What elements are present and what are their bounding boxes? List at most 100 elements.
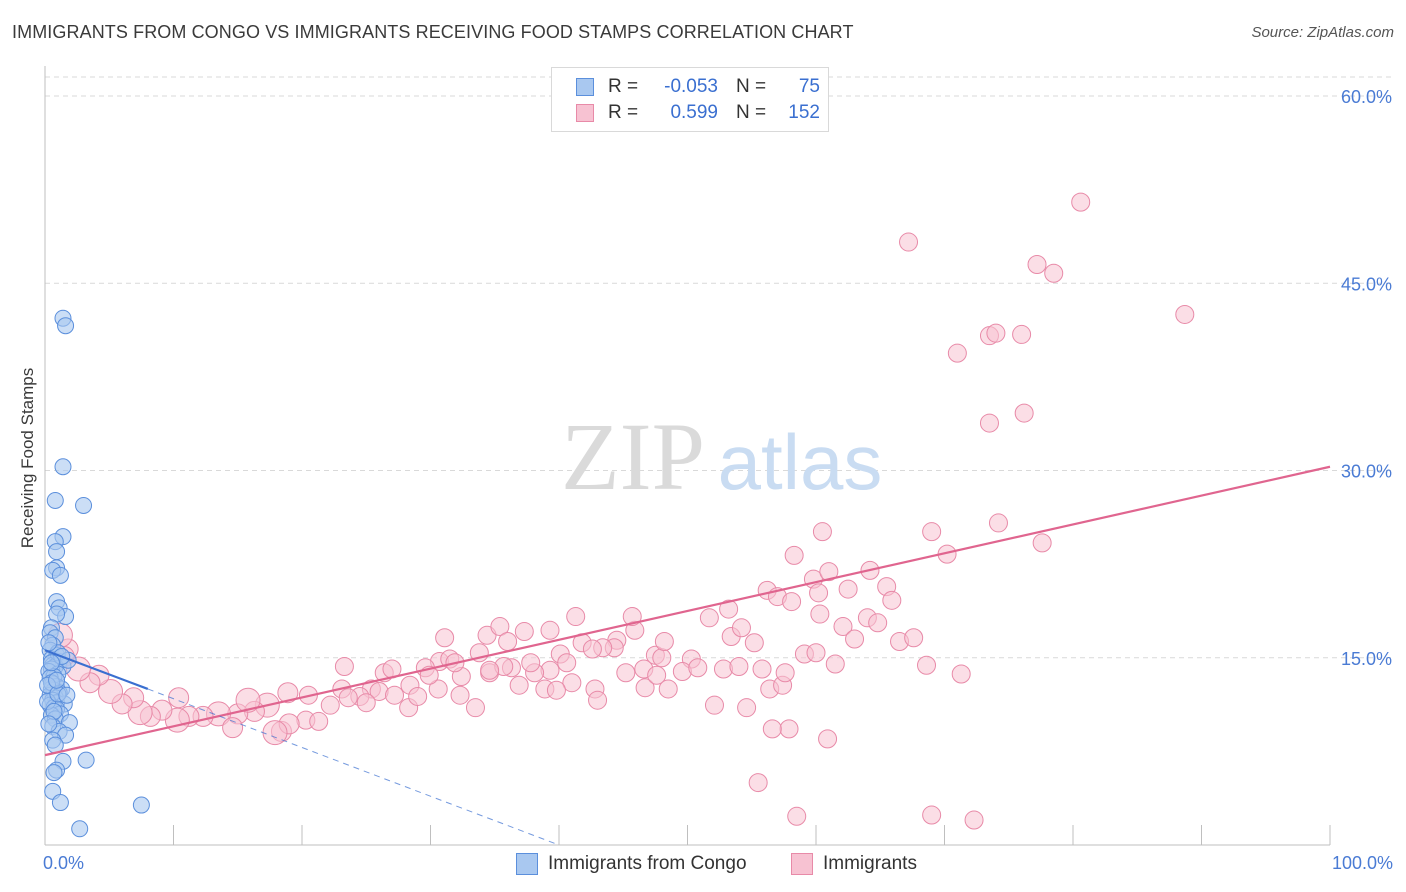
immigrants-point xyxy=(719,599,739,619)
bottom-legend-congo: Immigrants from Congo xyxy=(516,852,747,876)
source-credit: Source: ZipAtlas.com xyxy=(1251,24,1394,41)
watermark: ZIP atlas xyxy=(561,403,882,510)
bottom-legend-immigrants-label: Immigrants xyxy=(823,853,917,874)
congo-point xyxy=(77,751,95,769)
immigrants-point xyxy=(787,806,807,826)
immigrants-point xyxy=(882,590,902,610)
immigrants-point xyxy=(762,719,782,739)
x-tick-label-max: 100.0% xyxy=(1332,853,1393,873)
immigrants-point xyxy=(964,810,984,830)
immigrants-point xyxy=(812,522,832,542)
immigrants-point xyxy=(521,653,541,673)
immigrants-point xyxy=(428,679,448,699)
immigrants-point xyxy=(334,656,354,676)
immigrants-point xyxy=(235,687,261,713)
congo-point xyxy=(132,796,150,814)
immigrants-point xyxy=(1014,403,1034,423)
immigrants-point xyxy=(744,633,764,653)
congo-trend-line xyxy=(44,649,149,690)
immigrants-point xyxy=(810,604,830,624)
immigrants-point xyxy=(566,607,586,627)
immigrants-point xyxy=(688,658,708,678)
immigrants-point xyxy=(922,805,942,825)
legend-r-value: 0.599 xyxy=(670,102,718,123)
immigrants-point xyxy=(320,695,340,715)
immigrants-point xyxy=(385,685,405,705)
immigrants-point xyxy=(904,628,924,648)
immigrants-point xyxy=(1044,263,1064,283)
x-tick-label-min: 0.0% xyxy=(43,853,84,873)
immigrants-point xyxy=(779,719,799,739)
immigrants-point xyxy=(546,680,566,700)
bottom-swatch-congo xyxy=(516,853,538,875)
legend-r-value: -0.053 xyxy=(664,76,718,97)
immigrants-trend-line xyxy=(44,465,1331,757)
immigrants-point xyxy=(1027,255,1047,275)
immigrants-point xyxy=(338,688,358,708)
congo-points xyxy=(39,309,150,838)
immigrants-point xyxy=(951,664,971,684)
immigrants-point xyxy=(1175,304,1195,324)
immigrants-point xyxy=(806,643,826,663)
bottom-swatch-immigrants xyxy=(791,853,813,875)
immigrants-point xyxy=(838,579,858,599)
congo-point xyxy=(40,634,58,652)
immigrants-point xyxy=(979,413,999,433)
immigrants-point xyxy=(845,629,865,649)
congo-trend-extension xyxy=(147,688,560,846)
immigrants-point xyxy=(465,698,485,718)
congo-point xyxy=(48,671,66,689)
bottom-legend-congo-label: Immigrants from Congo xyxy=(548,853,747,874)
immigrants-point xyxy=(435,628,455,648)
immigrants-point xyxy=(450,685,470,705)
immigrants-point xyxy=(1071,192,1091,212)
immigrants-point xyxy=(699,608,719,628)
immigrants-point xyxy=(647,665,667,685)
y-tick-label: 15.0% xyxy=(1341,649,1392,669)
congo-point xyxy=(48,543,66,561)
immigrants-point xyxy=(540,620,560,640)
legend-n-label: N = xyxy=(736,76,767,97)
immigrants-point xyxy=(514,622,534,642)
immigrants-point xyxy=(819,562,839,582)
immigrants-point xyxy=(622,607,642,627)
legend-n-value: 152 xyxy=(788,102,820,123)
immigrants-point xyxy=(752,659,772,679)
immigrants-point xyxy=(988,513,1008,533)
congo-point xyxy=(51,794,69,812)
congo-point xyxy=(71,820,89,838)
immigrants-point xyxy=(490,617,510,637)
immigrants-point xyxy=(818,729,838,749)
chart-title: IMMIGRANTS FROM CONGO VS IMMIGRANTS RECE… xyxy=(12,22,854,42)
immigrants-point xyxy=(782,592,802,612)
immigrants-point xyxy=(868,613,888,633)
immigrants-point xyxy=(309,711,329,731)
y-tick-label: 60.0% xyxy=(1341,87,1392,107)
immigrants-point xyxy=(588,690,608,710)
immigrants-point xyxy=(1012,324,1032,344)
congo-point xyxy=(42,654,60,672)
congo-point xyxy=(58,686,76,704)
immigrants-point xyxy=(784,545,804,565)
immigrants-point xyxy=(356,693,376,713)
legend-row-immigrants: R = 0.599 N = 152 xyxy=(576,102,820,124)
y-tick-label: 45.0% xyxy=(1341,274,1392,294)
immigrants-point xyxy=(658,679,678,699)
congo-point xyxy=(75,496,93,514)
congo-point xyxy=(54,458,72,476)
legend-n-value: 75 xyxy=(798,76,820,97)
legend-swatch-congo xyxy=(576,78,594,96)
immigrants-point xyxy=(917,655,937,675)
immigrants-point xyxy=(616,663,636,683)
immigrants-point xyxy=(277,682,299,704)
trend-lines xyxy=(44,465,1331,846)
immigrants-point xyxy=(729,656,749,676)
watermark-atlas: atlas xyxy=(718,418,883,506)
immigrants-point xyxy=(704,695,724,715)
correlation-legend: R = -0.053 N = 75 R = 0.599 N = 152 xyxy=(551,67,829,132)
immigrants-point xyxy=(498,632,518,652)
immigrants-point xyxy=(652,648,672,668)
immigrants-point xyxy=(1032,533,1052,553)
immigrants-point xyxy=(262,720,288,746)
